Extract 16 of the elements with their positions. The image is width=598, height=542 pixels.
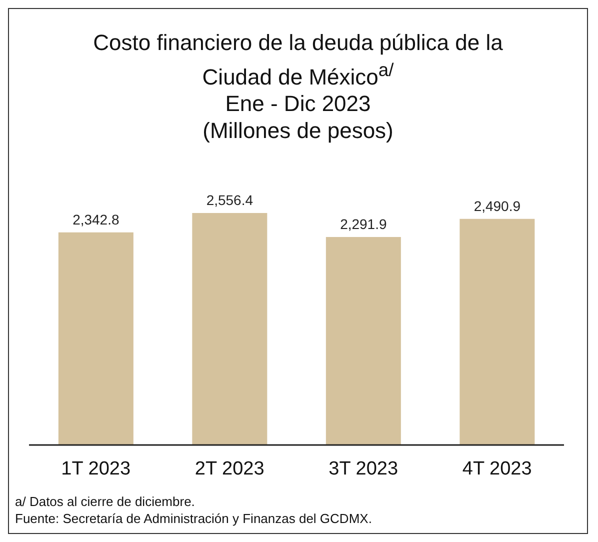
data-label: 2,490.9 — [474, 198, 521, 214]
x-tick-label: 3T 2023 — [328, 458, 398, 480]
source-note: Fuente: Secretaría de Administración y Finanzas del GCDMX. — [15, 510, 372, 527]
x-tick-label: 4T 2023 — [462, 458, 532, 480]
bar — [192, 212, 268, 445]
chart-subtitle: Ene - Dic 2023 (Millones de pesos) — [202, 90, 394, 144]
bar — [326, 236, 401, 445]
bar — [58, 232, 134, 445]
data-label: 2,291.9 — [340, 216, 387, 232]
data-label: 2,556.4 — [206, 192, 254, 208]
chart-title: Costo financiero de la deuda pública de la Ciudad de México$^{a/}$ — [92, 29, 504, 90]
data-label: 2,342.8 — [72, 211, 120, 228]
x-tick-label: 2T 2023 — [194, 458, 264, 480]
x-tick-label: 1T 2023 — [61, 458, 131, 480]
bar — [460, 218, 535, 445]
text: a/ Datos al cierre de diciembre. — [15, 493, 196, 510]
